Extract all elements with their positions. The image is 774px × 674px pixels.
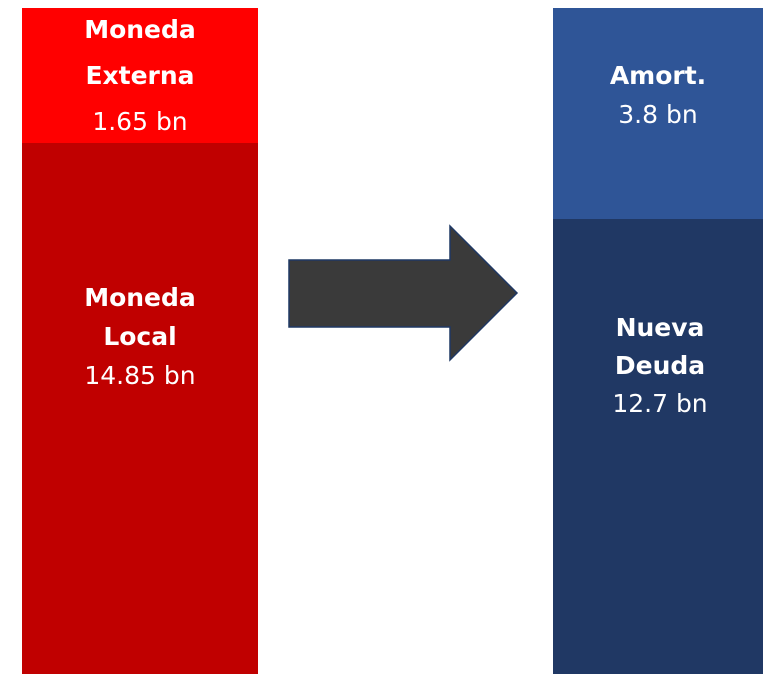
block-moneda-local	[22, 143, 258, 674]
label: Moneda	[84, 283, 196, 312]
value: 3.8 bn	[618, 100, 697, 129]
label: Amort.	[610, 61, 706, 90]
label: Local	[103, 322, 176, 351]
block-moneda-externa	[22, 8, 258, 143]
label: Moneda	[84, 15, 196, 44]
label: Externa	[85, 61, 194, 90]
label: Deuda	[615, 351, 705, 380]
value: 12.7 bn	[612, 389, 707, 418]
arrow	[288, 224, 519, 362]
value: 14.85 bn	[84, 361, 195, 390]
block-amort	[553, 8, 763, 219]
value: 1.65 bn	[92, 107, 187, 136]
block-nueva-deuda	[553, 219, 763, 674]
label: Nueva	[616, 313, 705, 342]
